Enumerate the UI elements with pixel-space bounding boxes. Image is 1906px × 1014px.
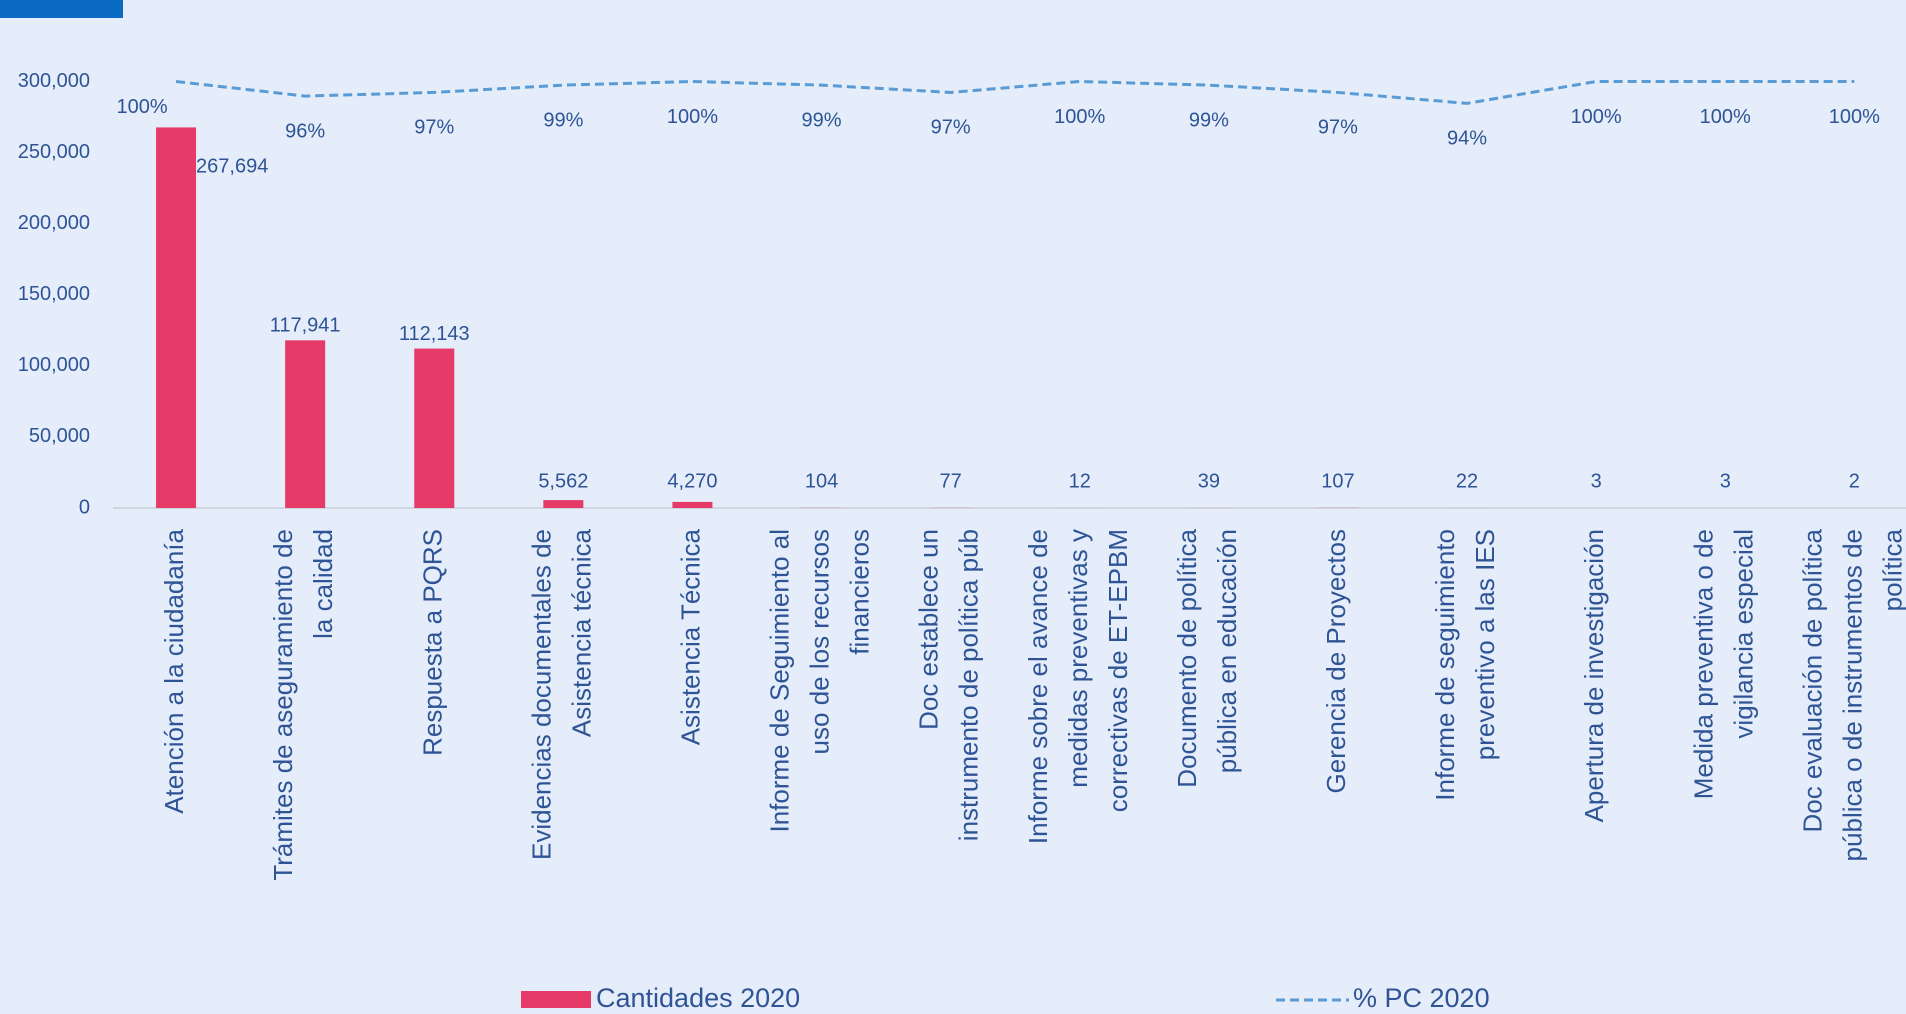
x-tick-label: Informe de seguimiento preventivo a las I… (1430, 529, 1500, 801)
x-tick-label: Apertura de investigación (1579, 529, 1609, 822)
legend-label: % PC 2020 (1353, 983, 1490, 1013)
data-label: 100% (1829, 106, 1880, 128)
data-label: 94% (1447, 128, 1487, 150)
y-tick-label: 200,000 (18, 212, 90, 234)
x-tick-label: Doc establece un instrumento de política … (914, 529, 984, 841)
legend-label: Cantidades 2020 (596, 983, 800, 1013)
y-tick-label: 100,000 (18, 354, 90, 376)
x-tick-label: Evidencias documentales de Asistencia téc… (526, 528, 596, 860)
data-label: 22 (1456, 470, 1478, 492)
header-tab (0, 0, 123, 18)
x-tick-label: Atención a la ciudadanía (159, 528, 189, 813)
bar (285, 340, 326, 508)
data-label: 107 (1321, 470, 1354, 492)
bar (414, 348, 455, 508)
y-tick-label: 250,000 (18, 141, 90, 163)
bar (543, 500, 584, 508)
x-tick-label: Medida preventiva o de vigilancia especia… (1688, 529, 1758, 799)
bar (156, 127, 197, 509)
data-label: 99% (802, 109, 842, 131)
data-label: 100% (667, 106, 718, 128)
data-label: 97% (1318, 117, 1358, 139)
data-label: 4,270 (667, 470, 717, 492)
x-tick-label: Trámites de aseguramiento de la calidad (268, 529, 338, 881)
data-label: 100% (1700, 106, 1751, 128)
data-label: 96% (285, 120, 325, 142)
data-label: 3 (1591, 470, 1602, 492)
data-label: 104 (805, 470, 838, 492)
bar (672, 501, 713, 508)
legend-swatch (521, 991, 591, 1008)
data-label: 2 (1849, 470, 1860, 492)
x-tick-label: Respuesta a PQRS (417, 529, 447, 756)
x-tick-label: Doc evaluación de política pública o de i… (1797, 528, 1906, 861)
x-tick-label: Gerencia de Proyectos (1321, 529, 1351, 793)
y-tick-label: 150,000 (18, 283, 90, 305)
data-label: 99% (543, 109, 583, 131)
y-tick-label: 50,000 (29, 425, 90, 447)
x-tick-label: Asistencia Técnica (675, 528, 705, 745)
data-label: 12 (1069, 470, 1091, 492)
data-label: 100% (116, 96, 167, 118)
data-label: 77 (940, 470, 962, 492)
data-label: 112,143 (399, 323, 470, 345)
y-tick-label: 0 (79, 496, 90, 518)
data-label: 100% (1054, 106, 1105, 128)
data-label: 39 (1198, 470, 1220, 492)
data-label: 3 (1720, 470, 1731, 492)
data-label: 267,694 (196, 156, 268, 178)
line (175, 79, 1855, 105)
data-label: 97% (414, 117, 454, 139)
data-label: 117,941 (270, 315, 341, 337)
data-label: 100% (1571, 106, 1622, 128)
x-tick-label: Informe de Seguimiento al uso de los recu… (764, 529, 874, 833)
x-tick-label: Documento de política pública en educació… (1172, 528, 1242, 787)
y-tick-label: 300,000 (18, 70, 90, 92)
data-label: 97% (931, 117, 971, 139)
data-label: 99% (1189, 109, 1229, 131)
data-label: 5,562 (538, 470, 588, 492)
x-tick-label: Informe sobre el avance de medidas preven… (1023, 529, 1133, 844)
